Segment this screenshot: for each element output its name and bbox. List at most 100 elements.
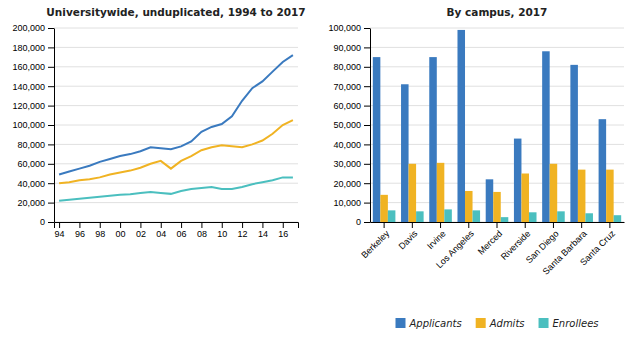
y-tick: 100,000 bbox=[328, 23, 370, 33]
tick-mark bbox=[48, 47, 54, 48]
x-tick-label: 10 bbox=[217, 229, 227, 239]
y-tick-label: 80,000 bbox=[17, 140, 45, 150]
y-tick-label: 60,000 bbox=[17, 159, 45, 169]
chart: 949698000204060810121416020,00040,00060,… bbox=[12, 6, 305, 239]
bar bbox=[388, 210, 396, 222]
y-tick: 20,000 bbox=[333, 179, 370, 189]
y-tick: 60,000 bbox=[333, 101, 370, 111]
y-tick-label: 40,000 bbox=[333, 140, 361, 150]
bar bbox=[373, 57, 381, 222]
bar bbox=[429, 57, 437, 222]
legend-label: Enrollees bbox=[553, 318, 599, 329]
y-tick: 80,000 bbox=[333, 62, 370, 72]
y-axis: 010,00020,00030,00040,00050,00060,00070,… bbox=[328, 23, 370, 227]
y-tick-label: 80,000 bbox=[333, 62, 361, 72]
tick-mark bbox=[364, 222, 370, 223]
x-tick: Davis bbox=[396, 222, 419, 251]
x-tick: 04 bbox=[156, 222, 166, 239]
series-line bbox=[59, 177, 293, 200]
bar bbox=[585, 213, 593, 222]
bar bbox=[521, 174, 529, 223]
tick-mark bbox=[364, 67, 370, 68]
tick-mark bbox=[440, 222, 441, 228]
bar bbox=[486, 179, 494, 222]
x-tick-label: Los Angeles bbox=[434, 228, 476, 270]
bar bbox=[380, 195, 388, 222]
y-tick: 40,000 bbox=[17, 179, 54, 189]
x-tick: 00 bbox=[116, 222, 126, 239]
bar bbox=[493, 192, 501, 222]
tick-mark bbox=[497, 222, 498, 228]
grid-line bbox=[54, 105, 298, 106]
bar bbox=[409, 164, 417, 222]
bar bbox=[457, 30, 465, 222]
tick-mark bbox=[609, 222, 610, 228]
chart: BerkeleyDavisIrvineLos AngelesMercedRive… bbox=[328, 6, 624, 329]
bar bbox=[514, 139, 522, 222]
grid-line bbox=[370, 28, 624, 29]
tick-mark bbox=[100, 222, 101, 228]
chart-title: By campus, 2017 bbox=[447, 6, 548, 18]
grid-line bbox=[54, 86, 298, 87]
grid-line bbox=[54, 144, 298, 145]
x-tick-label: 94 bbox=[55, 229, 65, 239]
tick-mark bbox=[364, 164, 370, 165]
x-tick: Los Angeles bbox=[434, 222, 476, 270]
bar bbox=[557, 211, 565, 222]
grid-line bbox=[54, 66, 298, 67]
series-line bbox=[59, 55, 293, 174]
y-tick: 60,000 bbox=[17, 159, 54, 169]
x-tick-label: Berkeley bbox=[359, 228, 391, 260]
y-tick-label: 60,000 bbox=[333, 101, 361, 111]
bar bbox=[416, 211, 424, 222]
tick-mark bbox=[364, 203, 370, 204]
legend-item: Applicants bbox=[396, 318, 462, 329]
grid-line bbox=[54, 28, 298, 29]
y-tick-label: 180,000 bbox=[12, 43, 45, 53]
chart-canvas: 949698000204060810121416020,00040,00060,… bbox=[0, 0, 633, 338]
y-tick: 0 bbox=[356, 217, 370, 227]
tick-mark bbox=[48, 106, 54, 107]
tick-mark bbox=[525, 222, 526, 228]
bar bbox=[529, 212, 537, 222]
x-tick-label: 00 bbox=[116, 229, 126, 239]
y-tick-label: 160,000 bbox=[12, 62, 45, 72]
grid-line bbox=[54, 202, 298, 203]
y-tick: 10,000 bbox=[333, 198, 370, 208]
tick-mark bbox=[120, 222, 121, 228]
x-tick: Santa Cruz bbox=[578, 222, 617, 267]
grid-line bbox=[54, 125, 298, 126]
bar bbox=[550, 164, 558, 222]
bar bbox=[542, 51, 550, 222]
tick-mark bbox=[48, 67, 54, 68]
x-tick-label: Davis bbox=[396, 228, 419, 251]
y-tick-label: 50,000 bbox=[333, 120, 361, 130]
tick-mark bbox=[48, 203, 54, 204]
x-tick: 02 bbox=[136, 222, 146, 239]
bar bbox=[473, 210, 481, 222]
series-line bbox=[59, 120, 293, 183]
x-tick: 08 bbox=[197, 222, 207, 239]
tick-mark bbox=[262, 222, 263, 228]
y-tick: 20,000 bbox=[17, 198, 54, 208]
axis-line bbox=[55, 223, 299, 229]
legend-swatch bbox=[476, 318, 486, 328]
y-tick-label: 30,000 bbox=[333, 159, 361, 169]
bar bbox=[614, 215, 622, 222]
x-tick-label: 02 bbox=[136, 229, 146, 239]
plot-area bbox=[373, 30, 621, 222]
tick-mark bbox=[59, 222, 60, 228]
bar bbox=[599, 119, 607, 222]
tick-mark bbox=[553, 222, 554, 228]
y-tick: 0 bbox=[40, 217, 54, 227]
tick-mark bbox=[48, 222, 54, 223]
grid-line bbox=[54, 47, 298, 48]
y-tick-label: 20,000 bbox=[17, 198, 45, 208]
bar bbox=[437, 163, 445, 222]
tick-mark bbox=[384, 222, 385, 228]
tick-mark bbox=[48, 183, 54, 184]
y-tick-label: 0 bbox=[40, 217, 45, 227]
axis-line bbox=[370, 29, 371, 223]
x-tick: 16 bbox=[278, 222, 288, 239]
y-tick: 50,000 bbox=[333, 120, 370, 130]
